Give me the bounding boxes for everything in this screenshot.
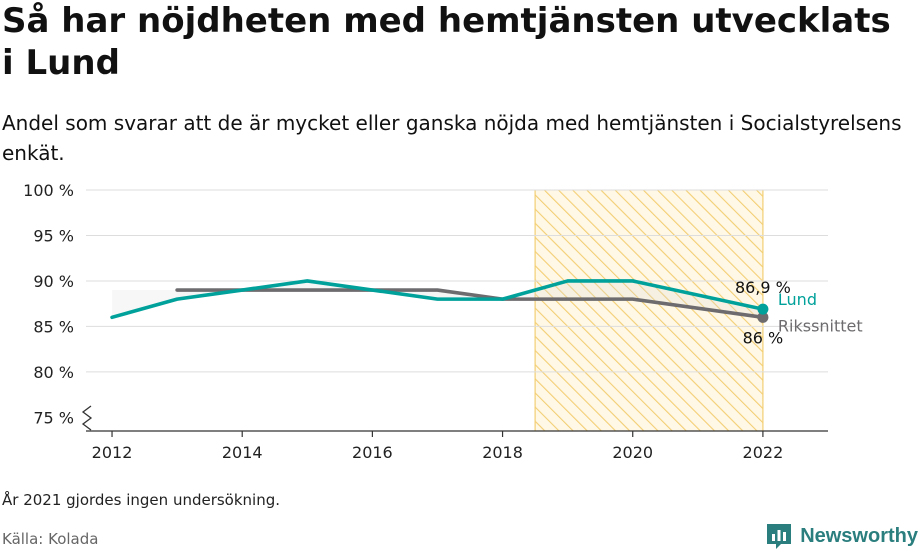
y-tick-label: 100 % (23, 181, 74, 200)
x-tick-label: 2012 (92, 443, 133, 462)
lund-series-label: Lund (778, 290, 817, 309)
newsworthy-logo-icon (767, 524, 792, 549)
x-tick-label: 2018 (482, 443, 523, 462)
y-tick-label: 75 % (33, 408, 74, 427)
chart-title: Så har nöjdheten med hemtjänsten utveckl… (2, 1, 891, 83)
lund-value-label: 86,9 % (735, 278, 791, 297)
brand-logo: Newsworthy (764, 520, 918, 552)
series-endpoint-rikssnittet (757, 311, 769, 323)
x-tick-label: 2016 (352, 443, 393, 462)
x-tick-label: 2020 (612, 443, 653, 462)
source-credit: Källa: Kolada (2, 530, 99, 548)
x-tick-label: 2014 (222, 443, 263, 462)
y-tick-label: 90 % (33, 272, 74, 291)
rikssnittet-series-label: Rikssnittet (778, 316, 863, 335)
y-tick-label: 80 % (33, 363, 74, 382)
series-difference-band-start (112, 290, 178, 318)
series-line-lund (110, 279, 765, 320)
x-tick-label: 2022 (743, 443, 784, 462)
y-tick-label: 85 % (33, 317, 74, 336)
rikssnittet-value-label: 86 % (743, 328, 784, 347)
footnote: År 2021 gjordes ingen undersökning. (2, 491, 281, 509)
y-tick-label: 95 % (33, 226, 74, 245)
chart-subtitle: Andel som svarar att de är mycket eller … (2, 111, 902, 165)
series-line-rikssnittet (175, 288, 765, 320)
brand-name: Newsworthy (800, 524, 918, 547)
axis-break-icon (81, 405, 93, 431)
series-endpoint-lund (757, 303, 769, 315)
